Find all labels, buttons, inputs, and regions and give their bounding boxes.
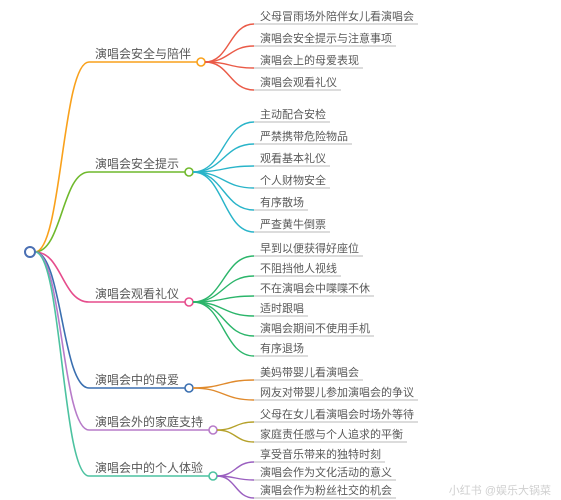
group-node-g1	[197, 58, 205, 66]
leaf-label-g2-4: 有序散场	[260, 195, 304, 209]
leaf-label-g3-5: 有序退场	[260, 341, 304, 355]
group-label-g3: 演唱会观看礼仪	[95, 286, 179, 301]
leaf-label-g2-5: 严查黄牛倒票	[260, 217, 326, 231]
group-label-g5: 演唱会外的家庭支持	[95, 414, 203, 429]
group-node-g6	[209, 472, 217, 480]
branch-g1-leaf-1	[205, 46, 254, 62]
branch-root-to-g6	[35, 252, 89, 476]
leaf-label-g5-0: 父母在女儿看演唱会时场外等待	[260, 407, 414, 421]
branch-g5-leaf-0	[217, 422, 254, 430]
branch-g3-leaf-0	[193, 256, 254, 302]
leaf-label-g3-0: 早到以便获得好座位	[260, 241, 359, 255]
group-label-g6: 演唱会中的个人体验	[95, 460, 203, 475]
leaf-label-g2-2: 观看基本礼仪	[260, 151, 326, 165]
leaf-label-g4-1: 网友对带婴儿参加演唱会的争议	[260, 385, 414, 399]
group-node-g4	[185, 384, 193, 392]
branch-g4-leaf-1	[193, 388, 254, 400]
leaf-label-g6-2: 演唱会作为粉丝社交的机会	[260, 483, 392, 497]
leaf-label-g3-1: 不阻挡他人视线	[260, 261, 337, 275]
leaf-label-g2-0: 主动配合安检	[260, 107, 326, 121]
branch-root-to-g5	[35, 252, 89, 430]
branch-g5-leaf-1	[217, 430, 254, 442]
group-label-g4: 演唱会中的母爱	[95, 372, 179, 387]
branch-g3-leaf-4	[193, 302, 254, 336]
group-label-g1: 演唱会安全与陪伴	[95, 46, 191, 61]
branch-root-to-g1	[35, 62, 89, 252]
group-label-g2: 演唱会安全提示	[95, 156, 179, 171]
branch-g1-leaf-0	[205, 24, 254, 62]
mindmap-diagram: 演唱会安全与陪伴 父母冒雨场外陪伴女儿看演唱会演唱会安全提示与注意事项演唱会上的母…	[0, 0, 561, 500]
leaf-label-g2-3: 个人财物安全	[260, 173, 326, 187]
leaf-label-g4-0: 美妈带婴儿看演唱会	[260, 365, 359, 379]
leaf-label-g6-0: 享受音乐带来的独特时刻	[260, 447, 381, 461]
branch-root-to-g2	[35, 172, 89, 252]
leaf-label-g3-3: 适时跟唱	[260, 302, 304, 315]
leaf-label-g1-2: 演唱会上的母爱表现	[260, 53, 359, 67]
watermark: 小红书 @娱乐大锅菜	[449, 483, 551, 497]
group-node-g3	[185, 298, 193, 306]
group-node-g2	[185, 168, 193, 176]
branch-g3-leaf-5	[193, 302, 254, 356]
root-node	[25, 247, 35, 257]
leaf-label-g5-1: 家庭责任感与个人追求的平衡	[260, 427, 403, 441]
branch-g2-leaf-4	[193, 172, 254, 210]
branch-g3-leaf-2	[193, 296, 254, 302]
leaf-label-g1-1: 演唱会安全提示与注意事项	[260, 31, 392, 45]
branch-g2-leaf-2	[193, 166, 254, 172]
leaf-label-g6-1: 演唱会作为文化活动的意义	[260, 465, 392, 479]
branch-g1-leaf-3	[205, 62, 254, 90]
branch-g4-leaf-0	[193, 380, 254, 388]
leaf-label-g1-0: 父母冒雨场外陪伴女儿看演唱会	[260, 9, 414, 23]
branch-g2-leaf-5	[193, 172, 254, 232]
leaf-label-g3-2: 不在演唱会中喋喋不休	[260, 281, 370, 295]
branch-g2-leaf-0	[193, 122, 254, 172]
leaf-label-g3-4: 演唱会期间不使用手机	[260, 321, 370, 335]
leaf-label-g2-1: 严禁携带危险物品	[260, 129, 348, 143]
group-node-g5	[209, 426, 217, 434]
branch-g6-leaf-0	[217, 462, 254, 476]
leaf-label-g1-3: 演唱会观看礼仪	[260, 75, 337, 89]
